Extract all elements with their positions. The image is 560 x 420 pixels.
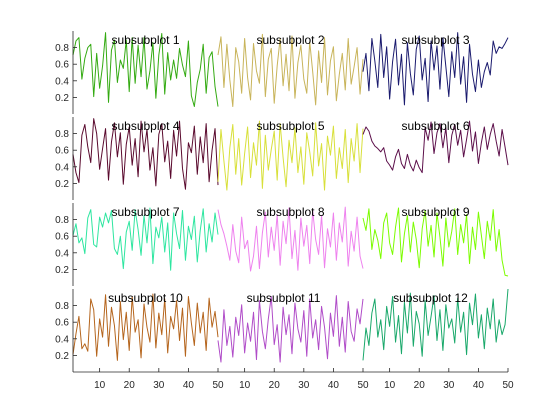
- x-tick-label: 50: [357, 380, 369, 391]
- panel-title-2: subsubplot 2: [256, 33, 324, 47]
- y-tick-label: 0.2: [55, 351, 69, 362]
- panel-title-9: subsubplot 9: [401, 205, 469, 219]
- panel-title-12: subsubplot 12: [393, 291, 468, 305]
- y-tick-label: 0.6: [55, 60, 69, 71]
- panel-title-7: subsubplot 7: [111, 205, 179, 219]
- panel-title-1: subsubplot 1: [111, 33, 179, 47]
- x-tick-label: 10: [384, 380, 396, 391]
- x-tick-label: 10: [239, 380, 251, 391]
- x-tick-label: 40: [183, 380, 195, 391]
- x-tick-label: 30: [153, 380, 165, 391]
- y-tick-label: 0.4: [55, 162, 69, 173]
- panel-title-11: subsubplot 11: [247, 291, 321, 305]
- series-line-11: [218, 296, 363, 362]
- x-tick-label: 40: [473, 380, 485, 391]
- y-tick-label: 0.6: [55, 318, 69, 329]
- panel-title-6: subsubplot 6: [401, 119, 469, 133]
- panel-title-5: subsubplot 5: [256, 119, 324, 133]
- y-tick-label: 0.4: [55, 248, 69, 259]
- y-tick-label: 0.2: [55, 265, 69, 276]
- panel-title-10: subsubplot 10: [108, 291, 183, 305]
- y-tick-label: 0.4: [55, 76, 69, 87]
- x-tick-label: 30: [443, 380, 455, 391]
- x-tick-label: 40: [328, 380, 340, 391]
- x-tick-label: 10: [94, 380, 106, 391]
- y-tick-label: 0.6: [55, 146, 69, 157]
- y-tick-label: 0.8: [55, 129, 69, 140]
- x-tick-label: 20: [269, 380, 281, 391]
- y-tick-label: 0.4: [55, 334, 69, 345]
- x-tick-label: 50: [502, 380, 514, 391]
- y-tick-label: 0.2: [55, 179, 69, 190]
- y-tick-label: 0.6: [55, 232, 69, 243]
- x-tick-label: 50: [212, 380, 224, 391]
- x-tick-label: 30: [298, 380, 310, 391]
- y-tick-label: 0.8: [55, 301, 69, 312]
- x-tick-label: 20: [414, 380, 426, 391]
- panel-title-3: subsubplot 3: [401, 33, 469, 47]
- plot-layer: subsubplot 1 subsubplot 2 subsubplot 3 subs…: [55, 31, 514, 391]
- panel-title-8: subsubplot 8: [256, 205, 324, 219]
- panel-title-4: subsubplot 4: [111, 119, 179, 133]
- y-tick-label: 0.8: [55, 43, 69, 54]
- y-tick-label: 0.8: [55, 215, 69, 226]
- y-tick-label: 0.2: [55, 93, 69, 104]
- x-tick-label: 20: [124, 380, 136, 391]
